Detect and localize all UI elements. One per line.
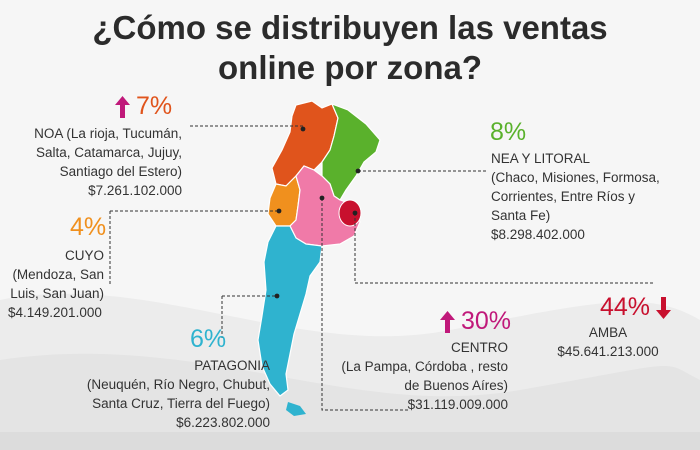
centro-detail-1: (La Pampa, Córdoba , resto <box>341 359 508 374</box>
nea-label: NEA Y LITORAL (Chaco, Misiones, Formosa,… <box>491 149 691 244</box>
centro-label: CENTRO (La Pampa, Córdoba , resto de Bue… <box>288 338 508 414</box>
patagonia-detail-1: (Neuquén, Río Negro, Chubut, <box>86 377 270 392</box>
amba-label: AMBA $45.641.213.000 <box>540 323 676 361</box>
patagonia-label: PATAGONIA (Neuquén, Río Negro, Chubut, S… <box>40 356 270 432</box>
centro-name: CENTRO <box>451 340 508 355</box>
patagonia-amount: $6.223.802.000 <box>176 415 270 430</box>
noa-label: NOA (La rioja, Tucumán, Salta, Catamarca… <box>2 124 182 200</box>
patagonia-pct-value: 6% <box>190 325 227 353</box>
region-tierra-del-fuego <box>286 402 306 416</box>
title-line-1: ¿Cómo se distribuyen las ventas <box>92 9 608 46</box>
amba-pct-value: 44% <box>600 293 651 321</box>
cuyo-detail-2: Luis, San Juan) <box>10 286 104 301</box>
cuyo-label: CUYO (Mendoza, San Luis, San Juan) <box>0 246 104 303</box>
nea-amount: $8.298.402.000 <box>491 227 585 242</box>
noa-pct-value: 7% <box>136 92 173 120</box>
page-title: ¿Cómo se distribuyen las ventas online p… <box>0 8 700 88</box>
patagonia-name: PATAGONIA <box>194 358 270 373</box>
arrow-up-icon <box>440 311 455 334</box>
leader-lines <box>109 125 655 411</box>
patagonia-detail-2: Santa Cruz, Tierra del Fuego) <box>92 396 270 411</box>
arrow-up-icon <box>115 96 130 119</box>
cuyo-pct-value: 4% <box>70 213 107 241</box>
noa-name: NOA (La rioja, Tucumán, <box>34 126 182 141</box>
region-markers <box>274 126 361 299</box>
noa-percentage: 7% <box>115 92 172 120</box>
cuyo-detail-1: (Mendoza, San <box>12 267 104 282</box>
cuyo-name: CUYO <box>64 248 104 263</box>
region-amba <box>338 199 362 227</box>
nea-percentage: 8% <box>490 118 526 146</box>
noa-detail-2: Santiago del Estero) <box>59 164 182 179</box>
title-line-2: online por zona? <box>218 49 482 86</box>
noa-amount: $7.261.102.000 <box>88 183 182 198</box>
centro-detail-2: de Buenos Aíres) <box>404 378 508 393</box>
centro-pct-value: 30% <box>461 307 512 335</box>
nea-detail-3: Santa Fe) <box>491 208 551 223</box>
region-patagonia <box>257 225 323 397</box>
cuyo-amount: $4.149.201.000 <box>8 305 102 320</box>
centro-amount: $31.119.009.000 <box>407 397 508 412</box>
nea-detail-1: (Chaco, Misiones, Formosa, <box>491 170 660 185</box>
nea-detail-2: Corrientes, Entre Ríos y <box>491 189 636 204</box>
cuyo-percentage: 4% <box>70 213 106 241</box>
nea-name: NEA Y LITORAL <box>491 151 591 166</box>
amba-name: AMBA <box>588 325 628 340</box>
amba-percentage: 44% <box>600 293 672 321</box>
noa-detail-1: Salta, Catamarca, Jujuy, <box>35 145 182 160</box>
patagonia-percentage: 6% <box>190 325 226 353</box>
arrow-down-icon <box>656 297 672 320</box>
centro-percentage: 30% <box>440 307 511 335</box>
region-centro <box>289 165 361 247</box>
amba-amount: $45.641.213.000 <box>557 344 659 359</box>
nea-pct-value: 8% <box>490 118 527 146</box>
